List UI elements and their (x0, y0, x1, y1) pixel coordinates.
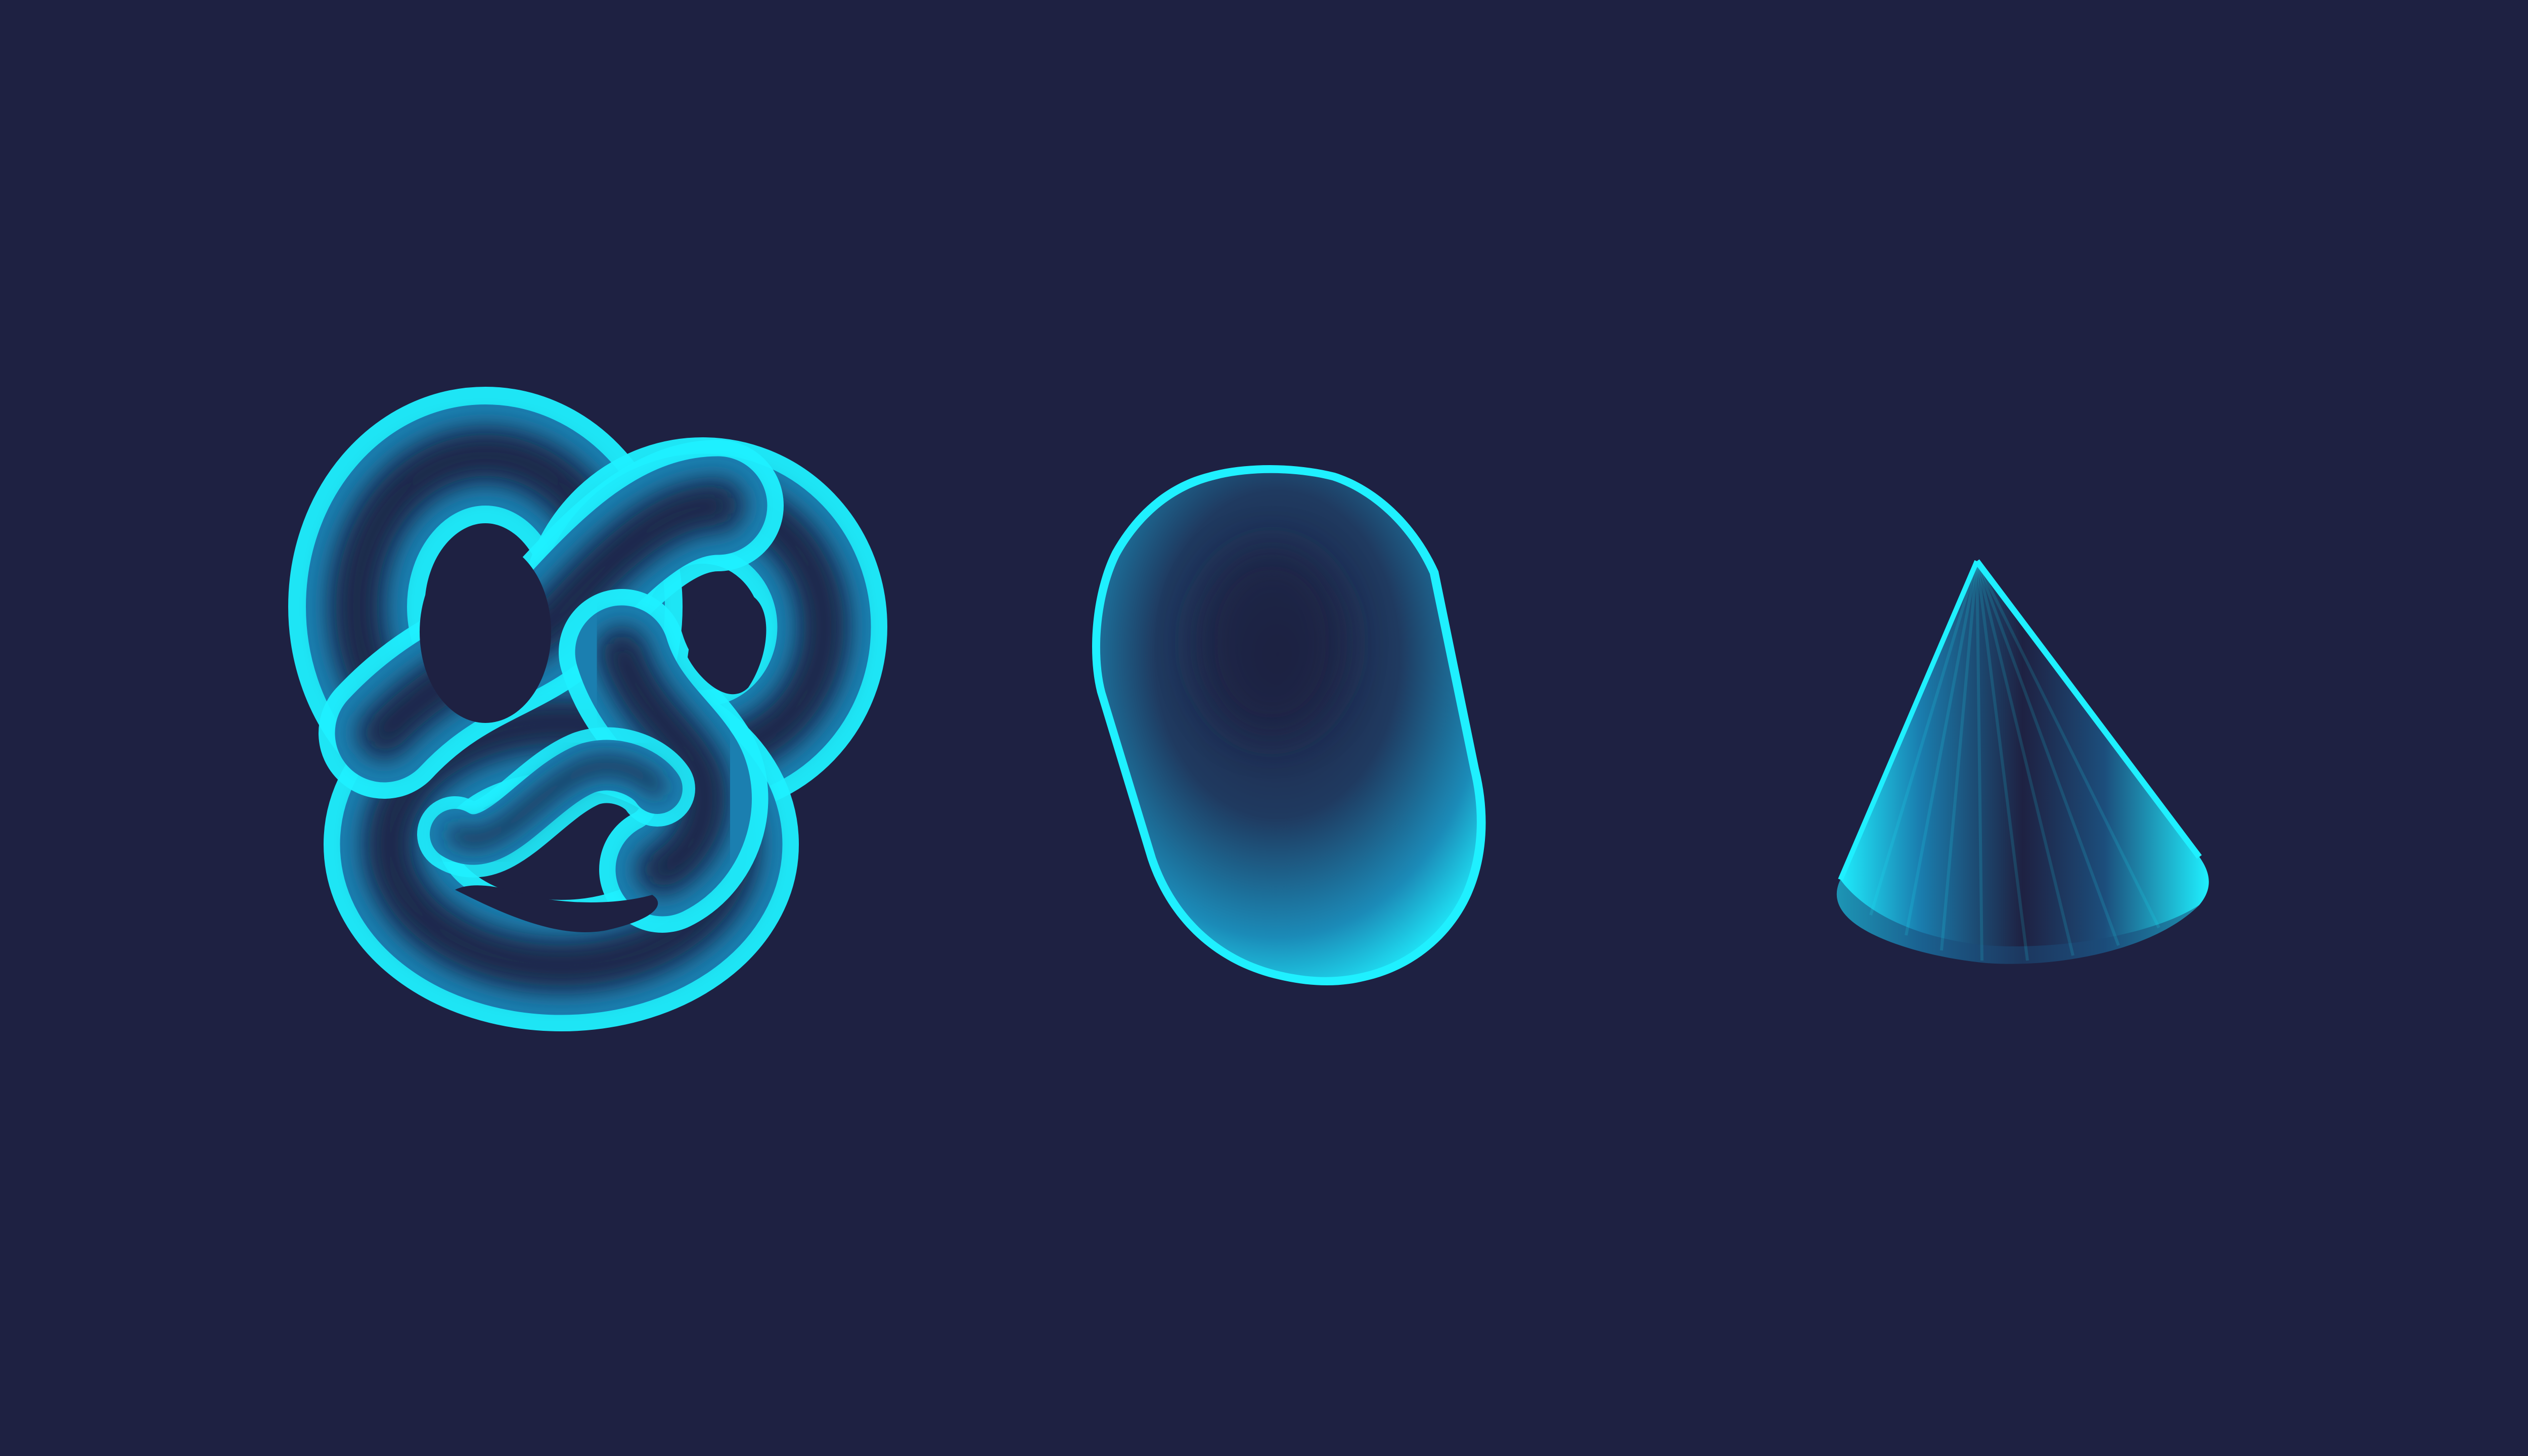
capsule-core (1196, 546, 1347, 738)
cone-edge-right (1974, 559, 2202, 859)
knot-hole-upper (420, 541, 551, 723)
knot-hole-right (688, 593, 766, 695)
cone-body (1836, 561, 2209, 964)
capsule (1092, 465, 1486, 986)
cone (1836, 559, 2209, 964)
cone-edge-left (1838, 560, 1979, 881)
knot-hole-lower (455, 885, 658, 932)
torus-knot (288, 387, 887, 1031)
